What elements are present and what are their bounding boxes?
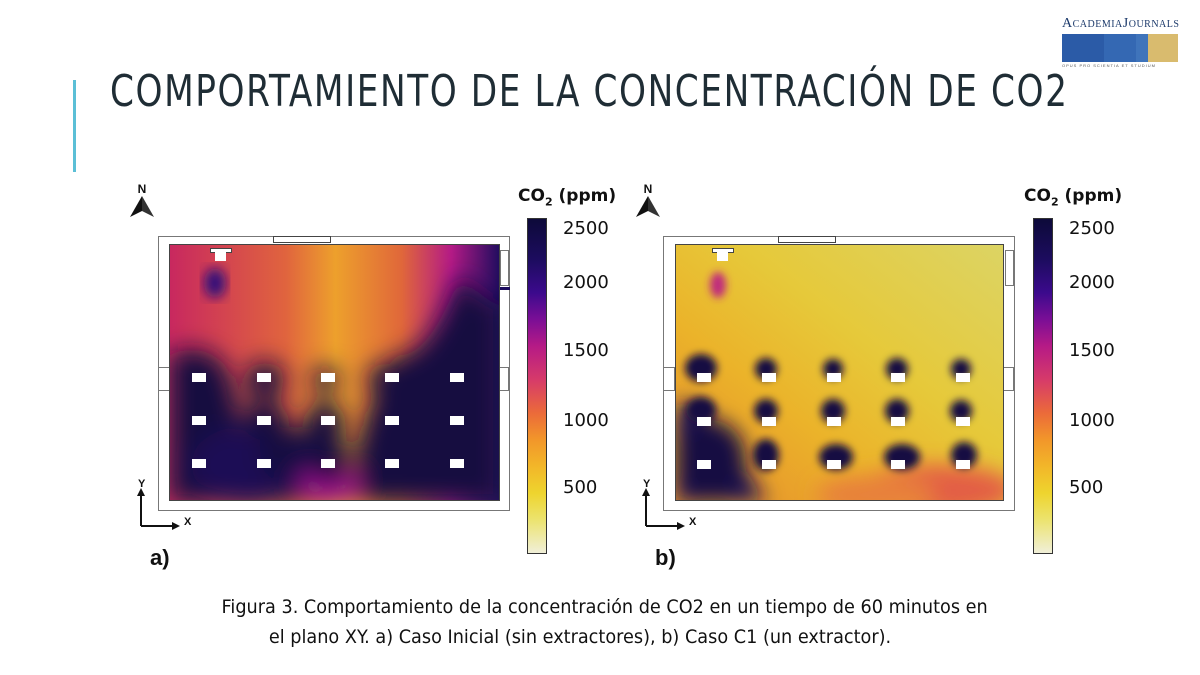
caption-line-2: el plano XY. a) Caso Inicial (sin extrac…: [268, 626, 892, 648]
desk: [321, 373, 335, 382]
desk: [762, 460, 776, 469]
colorbar-tick-label: 2000: [1069, 272, 1115, 293]
desk: [956, 460, 970, 469]
desk: [762, 373, 776, 382]
desk: [827, 373, 841, 382]
door-opening-top: [778, 236, 836, 243]
logo-motto: OPUS PRO SCIENTIA ET STUDIUM: [1062, 63, 1156, 68]
logo-text: AcademiaJournals: [1062, 16, 1180, 31]
desk: [257, 373, 271, 382]
desk: [192, 416, 206, 425]
figure-caption: Figura 3. Comportamiento de la concentra…: [0, 592, 1200, 652]
desk: [450, 459, 464, 468]
desk: [956, 417, 970, 426]
x-axis-label: X: [689, 516, 697, 528]
colorbar-tick-label: 1500: [563, 340, 609, 361]
desk: [762, 417, 776, 426]
colorbar-tick-label: 500: [563, 477, 598, 498]
desk: [891, 417, 905, 426]
north-compass: N: [633, 182, 663, 218]
colorbar-title-a: CO2 (ppm): [518, 186, 617, 209]
colorbar-b: [1033, 218, 1053, 554]
desk: [257, 459, 271, 468]
north-label: N: [643, 182, 653, 196]
caption-line-1: Figura 3. Comportamiento de la concentra…: [221, 596, 988, 618]
extractor-unit: [215, 252, 226, 261]
desk: [321, 416, 335, 425]
desk: [385, 373, 399, 382]
colorbar-tick-label: 1500: [1069, 340, 1115, 361]
xy-axes-indicator: Y X: [641, 478, 701, 530]
colorbar-tick-label: 2500: [1069, 218, 1115, 239]
title-accent-bar: [73, 80, 76, 172]
axes-arrow-icon: [642, 488, 685, 530]
slide-title: COMPORTAMIENTO DE LA CONCENTRACIÓN DE CO…: [110, 66, 1069, 117]
north-arrow-icon: [636, 196, 660, 217]
desk: [697, 460, 711, 469]
colorbar-tick-label: 1000: [1069, 410, 1115, 431]
colorbar-title-b: CO2 (ppm): [1024, 186, 1123, 209]
xy-axes-indicator: Y X: [136, 478, 196, 530]
north-label: N: [137, 182, 147, 196]
logo-bands: [1062, 34, 1178, 62]
desk: [891, 460, 905, 469]
panel-label-a: a): [150, 545, 170, 570]
desk: [385, 416, 399, 425]
desk: [697, 417, 711, 426]
colorbar-tick-label: 2000: [563, 272, 609, 293]
north-compass: N: [127, 182, 157, 218]
desk: [450, 373, 464, 382]
window-frame-mark: [500, 287, 510, 290]
window-right: [500, 250, 509, 286]
colorbar-a: [527, 218, 547, 554]
x-axis-label: X: [184, 516, 192, 528]
desk: [385, 459, 399, 468]
colorbar-tick-label: 500: [1069, 477, 1104, 498]
y-axis-label: Y: [643, 478, 651, 490]
colorbar-tick-label: 2500: [563, 218, 609, 239]
desk: [257, 416, 271, 425]
co2-heatmap-b: [675, 244, 1004, 501]
panel-label-b: b): [655, 545, 676, 570]
co2-heatmap-a: [169, 244, 500, 501]
north-arrow-icon: [130, 196, 154, 217]
academia-journals-logo: AcademiaJournals OPUS PRO SCIENTIA ET ST…: [1062, 16, 1180, 68]
desk: [827, 460, 841, 469]
desk: [697, 373, 711, 382]
axes-arrow-icon: [137, 488, 180, 530]
extractor-unit: [717, 252, 728, 261]
desk: [192, 373, 206, 382]
desk: [956, 373, 970, 382]
desk: [192, 459, 206, 468]
desk: [827, 417, 841, 426]
desk: [321, 459, 335, 468]
colorbar-tick-label: 1000: [563, 410, 609, 431]
window-right: [1005, 250, 1014, 286]
desk: [891, 373, 905, 382]
door-opening-top: [273, 236, 331, 243]
side-door-left: [663, 367, 675, 391]
y-axis-label: Y: [138, 478, 146, 490]
desk: [450, 416, 464, 425]
